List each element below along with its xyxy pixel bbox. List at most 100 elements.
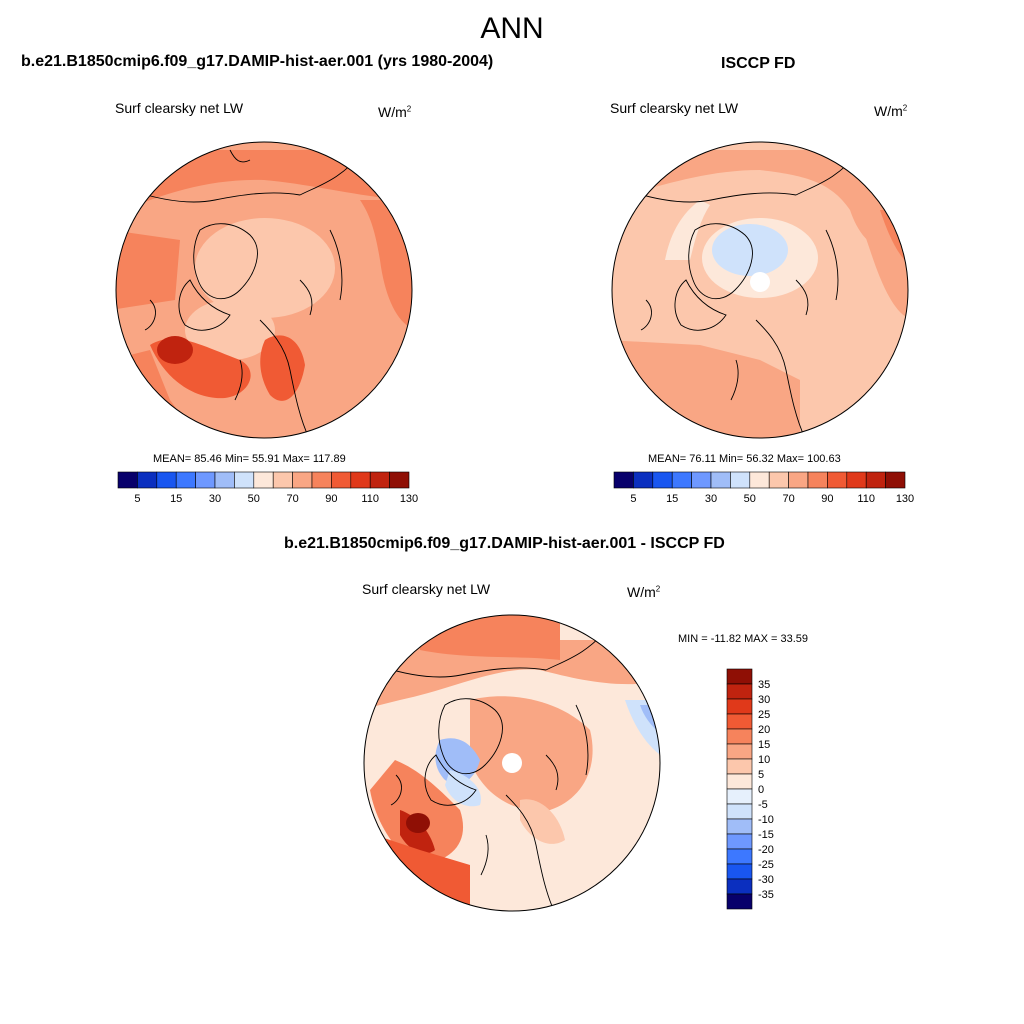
obs-colorbar-tick-label: 30 <box>705 493 717 505</box>
diff-colorbar-swatch <box>726 758 753 775</box>
model-colorbar-swatch <box>175 471 196 489</box>
diff-colorbar-tick-label: 30 <box>758 694 770 706</box>
model-stats: MEAN= 85.46 Min= 55.91 Max= 117.89 <box>153 453 346 465</box>
diff-colorbar-swatch <box>726 698 753 715</box>
main-title: ANN <box>480 12 544 45</box>
diff-colorbar-swatch <box>726 878 753 895</box>
obs-colorbar-tick-label: 90 <box>821 493 833 505</box>
model-colorbar-swatch <box>272 471 293 489</box>
obs-colorbar-swatch <box>749 471 770 489</box>
model-map <box>116 142 412 438</box>
obs-colorbar-swatch <box>827 471 848 489</box>
diff-colorbar-tick-label: -25 <box>758 859 774 871</box>
model-colorbar-swatch <box>311 471 332 489</box>
diff-colorbar-swatch <box>726 893 753 910</box>
obs-colorbar-tick-label: 5 <box>630 493 636 505</box>
diff-colorbar-swatch <box>726 683 753 700</box>
obs-colorbar-swatch <box>807 471 828 489</box>
obs-colorbar-tick-label: 70 <box>782 493 794 505</box>
diff-colorbar-swatch <box>726 668 753 685</box>
diff-colorbar-tick-label: -35 <box>758 889 774 901</box>
obs-colorbar: 5 15 30 50 70 90 110 130 <box>613 471 914 505</box>
model-colorbar-tick-label: 110 <box>361 493 379 505</box>
model-variable-label: Surf clearsky net LW <box>115 100 244 116</box>
diff-variable-label: Surf clearsky net LW <box>362 581 491 597</box>
diff-colorbar-swatch <box>726 863 753 880</box>
diff-colorbar-tick-label: 25 <box>758 709 770 721</box>
obs-colorbar-tick-label: 15 <box>666 493 678 505</box>
diff-colorbar-tick-label: -15 <box>758 829 774 841</box>
model-colorbar-swatch <box>350 471 371 489</box>
model-colorbar-tick-label: 30 <box>209 493 221 505</box>
diff-colorbar-tick-label: 10 <box>758 754 770 766</box>
obs-colorbar-tick-label: 110 <box>857 493 875 505</box>
diff-colorbar-tick-label: 20 <box>758 724 770 736</box>
diff-units-label: W/m2 <box>627 584 661 600</box>
model-colorbar-swatch <box>234 471 255 489</box>
model-colorbar-tick-label: 90 <box>325 493 337 505</box>
diff-colorbar-swatch <box>726 803 753 820</box>
model-panel-title: b.e21.B1850cmip6.f09_g17.DAMIP-hist-aer.… <box>21 53 494 70</box>
model-map-border <box>115 141 413 439</box>
obs-units-label: W/m2 <box>874 103 908 119</box>
diff-colorbar: 35 30 25 20 15 10 5 0 -5 -10 -15 -20 -25 -30 -35 <box>726 668 774 910</box>
diff-colorbar-swatch <box>726 833 753 850</box>
obs-colorbar-tick-label: 50 <box>744 493 756 505</box>
diff-colorbar-tick-label: 15 <box>758 739 770 751</box>
obs-panel-title: ISCCP FD <box>721 55 796 72</box>
obs-variable-label: Surf clearsky net LW <box>610 100 739 116</box>
model-colorbar-swatch <box>369 471 390 489</box>
model-colorbar-tick-label: 130 <box>400 493 418 505</box>
obs-colorbar-swatch <box>768 471 789 489</box>
model-units-label: W/m2 <box>378 104 412 120</box>
diff-colorbar-tick-label: 5 <box>758 769 764 781</box>
model-colorbar-swatch <box>156 471 177 489</box>
diff-stats: MIN = -11.82 MAX = 33.59 <box>678 633 809 645</box>
diff-colorbar-swatch <box>726 743 753 760</box>
obs-colorbar-swatch <box>730 471 751 489</box>
obs-colorbar-swatch <box>885 471 906 489</box>
diff-colorbar-tick-label: 35 <box>758 679 770 691</box>
diff-colorbar-swatch <box>726 818 753 835</box>
obs-stats: MEAN= 76.11 Min= 56.32 Max= 100.63 <box>648 453 841 465</box>
obs-colorbar-swatch <box>865 471 886 489</box>
model-colorbar-swatch <box>195 471 216 489</box>
diff-colorbar-tick-label: -5 <box>758 799 768 811</box>
diff-colorbar-tick-label: 0 <box>758 784 764 796</box>
obs-colorbar-tick-label: 130 <box>896 493 914 505</box>
model-colorbar-swatch <box>253 471 274 489</box>
model-colorbar-tick-label: 50 <box>248 493 260 505</box>
model-colorbar-tick-label: 15 <box>170 493 182 505</box>
obs-colorbar-swatch <box>613 471 634 489</box>
diff-map <box>364 615 660 911</box>
model-colorbar-swatch <box>389 471 410 489</box>
diff-colorbar-tick-label: -30 <box>758 874 774 886</box>
diff-map-border <box>363 614 661 912</box>
model-colorbar-swatch <box>331 471 352 489</box>
diff-colorbar-swatch <box>726 848 753 865</box>
diff-colorbar-swatch <box>726 728 753 745</box>
model-colorbar: 5 15 30 50 70 90 110 130 <box>117 471 418 505</box>
model-colorbar-swatch <box>117 471 138 489</box>
obs-colorbar-swatch <box>788 471 809 489</box>
obs-colorbar-swatch <box>652 471 673 489</box>
obs-colorbar-swatch <box>691 471 712 489</box>
obs-colorbar-swatch <box>846 471 867 489</box>
diff-colorbar-swatch <box>726 788 753 805</box>
diff-colorbar-swatch <box>726 713 753 730</box>
obs-colorbar-swatch <box>710 471 731 489</box>
obs-map-border <box>611 141 909 439</box>
obs-map <box>612 142 908 438</box>
model-colorbar-tick-label: 70 <box>286 493 298 505</box>
model-colorbar-tick-label: 5 <box>134 493 140 505</box>
obs-colorbar-swatch <box>633 471 654 489</box>
diff-colorbar-tick-label: -20 <box>758 844 774 856</box>
diff-panel-title: b.e21.B1850cmip6.f09_g17.DAMIP-hist-aer.… <box>284 535 725 552</box>
model-colorbar-swatch <box>292 471 313 489</box>
model-colorbar-swatch <box>214 471 235 489</box>
obs-colorbar-swatch <box>671 471 692 489</box>
diff-colorbar-swatch <box>726 773 753 790</box>
model-colorbar-swatch <box>137 471 158 489</box>
diff-colorbar-tick-label: -10 <box>758 814 774 826</box>
